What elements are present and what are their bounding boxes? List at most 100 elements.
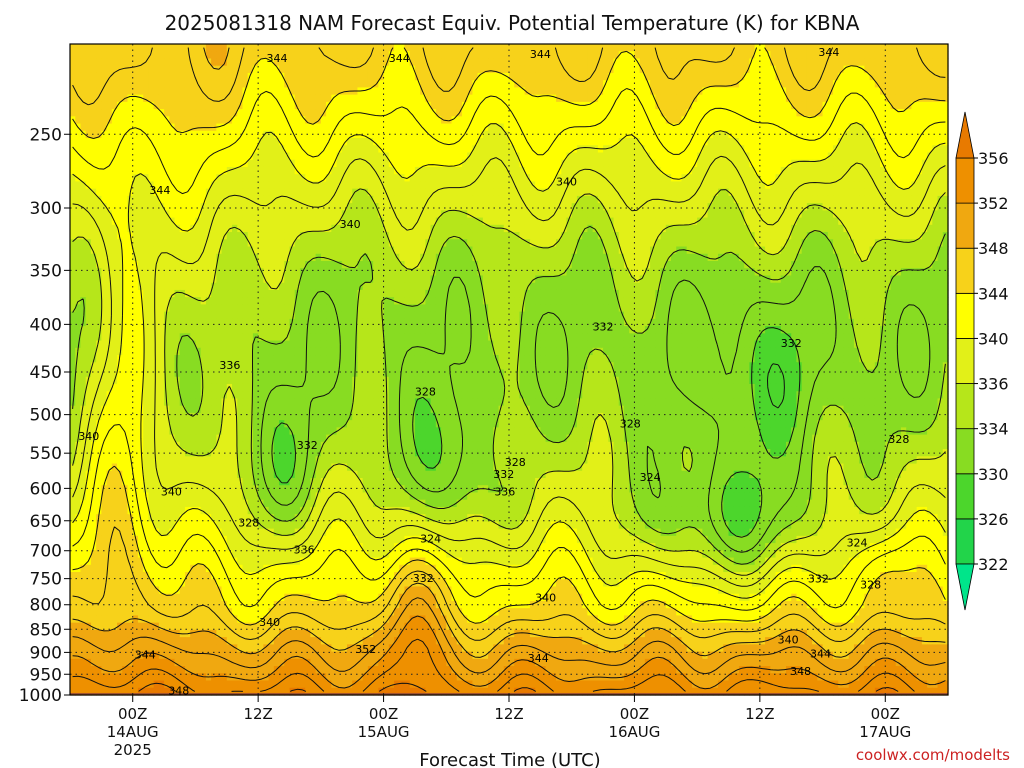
heatmap-cell: [613, 203, 620, 211]
heatmap-cell: [733, 224, 740, 233]
heatmap-cell: [906, 159, 913, 168]
heatmap-cell: [681, 44, 688, 52]
heatmap-cell: [122, 116, 129, 125]
heatmap-cell: [540, 116, 547, 125]
heatmap-cell: [744, 224, 751, 233]
heatmap-cell: [106, 123, 113, 132]
heatmap-cell: [780, 58, 787, 67]
heatmap-cell: [299, 44, 306, 52]
heatmap-cell: [514, 72, 521, 81]
heatmap-cell: [315, 246, 322, 255]
heatmap-cell: [509, 239, 515, 248]
heatmap-cell: [305, 166, 312, 175]
heatmap-cell: [822, 159, 829, 168]
heatmap-cell: [326, 210, 332, 219]
heatmap-cell: [519, 58, 526, 67]
heatmap-cell: [132, 87, 139, 96]
heatmap-cell: [728, 123, 735, 132]
heatmap-cell: [744, 44, 751, 52]
heatmap-cell: [561, 253, 568, 262]
heatmap-cell: [331, 253, 338, 262]
heatmap-cell: [200, 130, 207, 139]
heatmap-cell: [273, 138, 280, 146]
heatmap-cell: [775, 188, 782, 197]
heatmap-cell: [101, 87, 108, 96]
heatmap-cell: [127, 80, 134, 88]
heatmap-cell: [273, 217, 280, 226]
heatmap-cell: [514, 138, 521, 146]
heatmap-cell: [629, 159, 636, 168]
heatmap-cell: [70, 72, 76, 81]
heatmap-cell: [394, 109, 400, 117]
heatmap-cell: [697, 159, 703, 168]
heatmap-cell: [921, 217, 928, 226]
heatmap-cell: [488, 51, 494, 60]
heatmap-cell: [195, 203, 202, 211]
heatmap-cell: [718, 217, 724, 226]
heatmap-cell: [378, 203, 385, 211]
heatmap-cell: [890, 80, 897, 88]
heatmap-cell: [921, 65, 928, 74]
heatmap-cell: [723, 44, 730, 52]
heatmap-cell: [216, 145, 223, 154]
heatmap-cell: [697, 138, 703, 146]
heatmap-cell: [723, 174, 730, 183]
heatmap-cell: [676, 44, 683, 52]
heatmap-cell: [362, 94, 369, 103]
heatmap-cell: [529, 239, 536, 248]
heatmap-cell: [148, 224, 155, 233]
heatmap-cell: [545, 51, 552, 60]
heatmap-cell: [96, 87, 102, 96]
heatmap-cell: [221, 109, 228, 117]
heatmap-cell: [498, 224, 505, 233]
heatmap-cell: [232, 123, 238, 132]
heatmap-cell: [812, 166, 818, 175]
heatmap-cell: [597, 138, 604, 146]
heatmap-cell: [718, 130, 724, 139]
heatmap-cell: [279, 87, 285, 96]
heatmap-cell: [540, 174, 547, 183]
heatmap-cell: [70, 138, 76, 146]
heatmap-cell: [299, 181, 306, 190]
heatmap-cell: [942, 166, 949, 175]
heatmap-cell: [404, 87, 411, 96]
heatmap-cell: [467, 174, 474, 183]
heatmap-cell: [691, 44, 698, 52]
heatmap-cell: [326, 159, 332, 168]
heatmap-cell: [932, 101, 939, 110]
heatmap-cell: [634, 145, 641, 154]
heatmap-cell: [284, 224, 291, 233]
heatmap-cell: [942, 116, 949, 125]
heatmap-cell: [399, 210, 406, 219]
heatmap-cell: [80, 72, 87, 81]
heatmap-cell: [686, 159, 693, 168]
heatmap-cell: [765, 101, 771, 110]
heatmap-cell: [258, 44, 264, 52]
heatmap-cell: [838, 87, 845, 96]
heatmap-cell: [775, 72, 782, 81]
heatmap-cell: [451, 253, 458, 262]
heatmap-cell: [801, 58, 808, 67]
heatmap-cell: [806, 246, 813, 255]
heatmap-cell: [754, 224, 761, 233]
heatmap-cell: [346, 217, 353, 226]
heatmap-cell: [137, 174, 144, 183]
heatmap-cell: [373, 130, 379, 139]
heatmap-cell: [357, 203, 364, 211]
heatmap-cell: [242, 181, 249, 190]
heatmap-cell: [435, 239, 442, 248]
heatmap-cell: [796, 130, 803, 139]
heatmap-cell: [665, 210, 672, 219]
heatmap-cell: [85, 123, 92, 132]
heatmap-cell: [435, 51, 442, 60]
heatmap-cell: [744, 101, 751, 110]
heatmap-cell: [639, 239, 646, 248]
heatmap-cell: [676, 138, 683, 146]
heatmap-cell: [399, 109, 406, 117]
heatmap-cell: [749, 224, 756, 233]
heatmap-cell: [132, 138, 139, 146]
heatmap-cell: [461, 44, 468, 52]
heatmap-cell: [744, 203, 751, 211]
heatmap-cell: [456, 181, 463, 190]
heatmap-cell: [785, 166, 792, 175]
